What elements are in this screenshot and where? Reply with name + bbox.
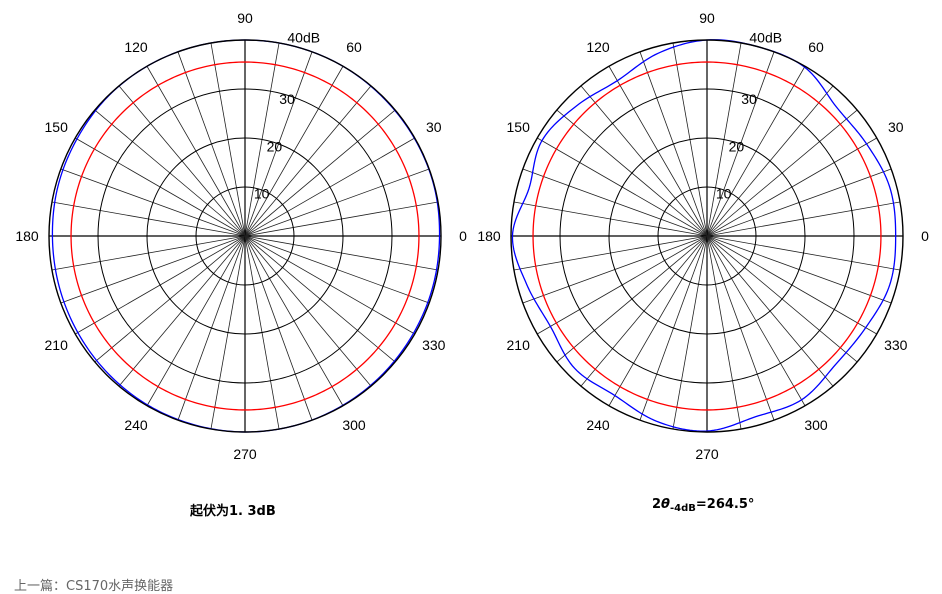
caption-right-theta: θ — [661, 497, 670, 512]
caption-right-prefix: 2 — [652, 497, 662, 512]
angle-tick-label-150: 150 — [45, 119, 69, 135]
grid-ring-10 — [195, 186, 295, 286]
caption-right-subscript: -4dB — [669, 503, 696, 514]
angle-tick-label-240: 240 — [124, 417, 148, 433]
angle-tick-label-210: 210 — [507, 337, 531, 353]
angle-tick-label-30: 30 — [888, 119, 904, 135]
angle-tick-label-30: 30 — [426, 119, 442, 135]
series-line-0 — [532, 61, 882, 411]
radial-tick-label-30: 30 — [279, 91, 295, 107]
angle-tick-label-330: 330 — [884, 337, 908, 353]
angle-tick-label-180: 180 — [477, 228, 501, 244]
radial-tick-label-10: 10 — [716, 186, 732, 202]
radial-tick-label-20: 20 — [729, 138, 745, 154]
angle-tick-label-60: 60 — [808, 39, 824, 55]
grid-ring-30 — [559, 88, 855, 384]
footer-link[interactable]: 上一篇：CS170水声换能器 — [14, 579, 174, 594]
angle-tick-label-90: 90 — [699, 10, 715, 26]
radial-tick-label-30: 30 — [741, 91, 757, 107]
grid-outer-ring — [510, 39, 904, 433]
grid-ring-20 — [146, 137, 344, 335]
angle-tick-label-0: 0 — [921, 228, 929, 244]
angle-tick-label-300: 300 — [342, 417, 366, 433]
angle-tick-label-270: 270 — [233, 446, 257, 462]
radial-tick-label-40: 40dB — [749, 30, 782, 46]
angle-tick-label-180: 180 — [15, 228, 39, 244]
grid-ring-10 — [657, 186, 757, 286]
angle-tick-label-150: 150 — [507, 119, 531, 135]
caption-left: 起伏为1. 3dB — [190, 504, 276, 519]
angle-tick-label-210: 210 — [45, 337, 69, 353]
caption-right: 2θ-4dB=264.5° — [652, 497, 754, 514]
grid-ring-20 — [608, 137, 806, 335]
angle-tick-label-300: 300 — [804, 417, 828, 433]
series-line-1 — [511, 39, 897, 432]
grid-ring-30 — [97, 88, 393, 384]
angle-tick-label-120: 120 — [586, 39, 610, 55]
angle-tick-label-240: 240 — [586, 417, 610, 433]
polar-chart-right: 0 30 60 90 120 150 180 210 240 270 300 330 10 20 30 40d… — [477, 10, 929, 462]
series-line-0 — [70, 61, 420, 411]
caption-right-suffix: =264.5° — [695, 497, 755, 512]
radial-tick-label-20: 20 — [267, 138, 283, 154]
grid-outer-ring — [48, 39, 442, 433]
angle-tick-label-330: 330 — [422, 337, 446, 353]
radial-tick-label-40: 40dB — [287, 30, 320, 46]
polar-chart-left: 0 30 60 90 120 150 180 210 240 270 300 330 10 20 30 40d… — [15, 10, 467, 462]
radial-tick-label-10: 10 — [254, 186, 270, 202]
angle-tick-label-120: 120 — [124, 39, 148, 55]
angle-tick-label-90: 90 — [237, 10, 253, 26]
angle-tick-label-0: 0 — [459, 228, 467, 244]
angle-tick-label-270: 270 — [695, 446, 719, 462]
angle-tick-label-60: 60 — [346, 39, 362, 55]
